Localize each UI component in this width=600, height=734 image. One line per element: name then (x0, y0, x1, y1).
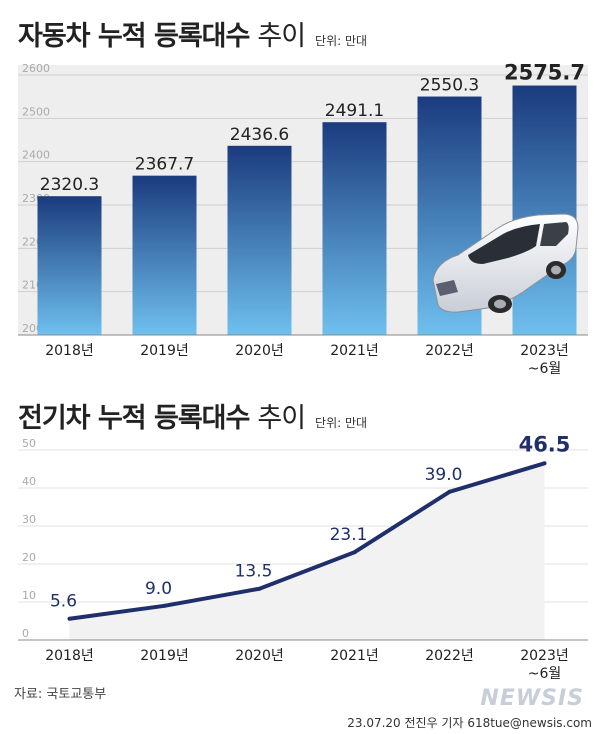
bar-x-tick-label: 2019년 (140, 343, 189, 359)
ev-chart-title: 전기차 누적 등록대수 (18, 403, 250, 434)
line-y-tick-label: 20 (22, 551, 36, 564)
bar-x-tick-label: 2020년 (235, 343, 284, 359)
bar (322, 122, 387, 335)
bar (37, 196, 102, 335)
bar-y-tick-label: 2500 (22, 105, 50, 118)
source-note: 자료: 국토교통부 (14, 687, 107, 702)
bar-value-label: 2320.3 (40, 175, 99, 195)
line-y-tick-label: 40 (22, 475, 36, 488)
car-illustration (432, 213, 579, 313)
ev-chart-title-row: 전기차 누적 등록대수 추이 단위: 만대 (18, 396, 367, 435)
bar-value-label: 2550.3 (420, 76, 479, 96)
bar-x-tick-label: ~6월 (528, 361, 562, 377)
ev-series-line (69, 461, 546, 621)
bar-y-tick-label: 2400 (22, 149, 50, 162)
line-value-label: 46.5 (519, 432, 571, 456)
bar-value-label: 2367.7 (135, 155, 194, 175)
line-x-tick-label: 2018년 (45, 648, 94, 664)
line-value-label: 23.1 (330, 525, 368, 545)
line-y-tick-label: 30 (22, 513, 36, 526)
bar-y-tick-label: 2600 (22, 62, 50, 75)
line-value-label: 9.0 (145, 579, 172, 599)
ev-chart-title-suffix: 추이 (257, 403, 306, 434)
car-chart-title: 자동차 누적 등록대수 (18, 21, 250, 52)
ev-registration-line-chart: 0 10 20 30 40 50 5.6 9.0 13.5 23.1 39.0 46.5 2018년… (18, 432, 588, 682)
line-x-tick-label: 2020년 (235, 648, 284, 664)
line-y-tick-label: 50 (22, 437, 36, 450)
line-point (67, 616, 72, 621)
ev-area-fill (69, 463, 545, 640)
line-point (542, 461, 547, 466)
credit-line: 23.07.20 전진우 기자 618tue@newsis.com (347, 716, 592, 730)
line-point (352, 550, 357, 555)
line-x-tick-label: 2019년 (140, 648, 189, 664)
line-x-tick-label: 2023년 (520, 648, 569, 664)
line-y-tick-label: 0 (22, 627, 29, 640)
car-chart-unit: 단위: 만대 (315, 34, 368, 48)
line-point (447, 489, 452, 494)
bar-x-tick-label: 2018년 (45, 343, 94, 359)
bar-x-tick-label: 2022년 (425, 343, 474, 359)
bar (132, 175, 197, 335)
line-value-label: 13.5 (235, 562, 273, 582)
line-value-label: 5.6 (50, 592, 77, 612)
bar (512, 85, 577, 335)
bar-value-label: 2436.6 (230, 125, 289, 145)
car-chart-title-row: 자동차 누적 등록대수 추이 단위: 만대 (18, 14, 367, 53)
bar-value-label: 2575.7 (504, 61, 585, 85)
bar (227, 145, 292, 335)
line-x-tick-label: ~6월 (528, 666, 562, 682)
line-point (257, 586, 262, 591)
bar-x-tick-label: 2021년 (330, 343, 379, 359)
newsis-watermark: NEWSIS (480, 686, 584, 711)
bar-x-tick-label: 2023년 (520, 343, 569, 359)
line-y-tick-label: 10 (22, 589, 36, 602)
line-x-tick-label: 2022년 (425, 648, 474, 664)
line-value-label: 39.0 (425, 465, 463, 485)
line-x-tick-label: 2021년 (330, 648, 379, 664)
line-point (162, 603, 167, 608)
bar-value-label: 2491.1 (325, 101, 384, 121)
ev-chart-unit: 단위: 만대 (315, 416, 368, 430)
car-chart-title-suffix: 추이 (257, 21, 306, 52)
